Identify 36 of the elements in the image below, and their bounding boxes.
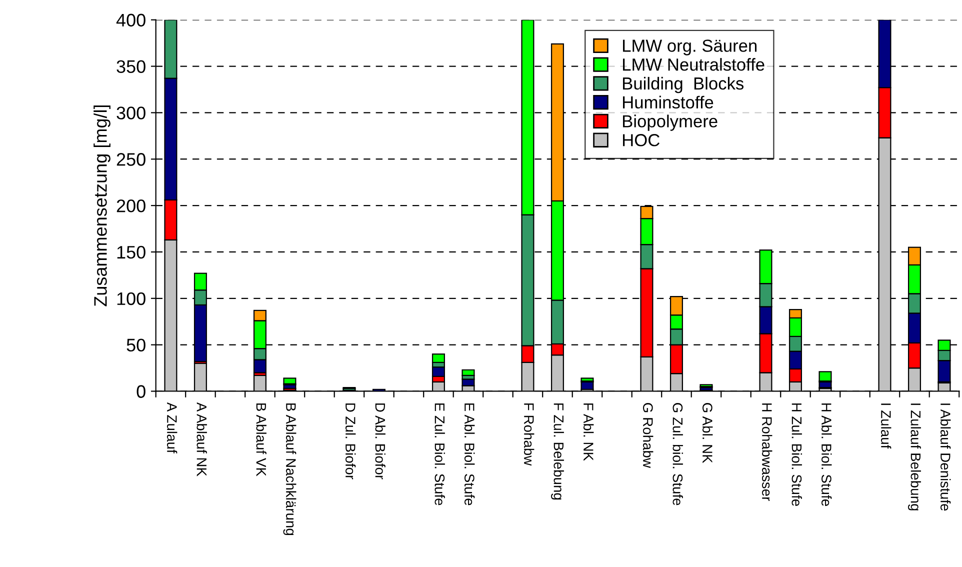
y-tick-label: 400 xyxy=(116,14,146,27)
x-tick-label: E Abl. Biol. Stufe xyxy=(464,403,475,506)
x-tick-label: H Abl. Biol. Stufe xyxy=(822,403,832,506)
y-tick-label: 200 xyxy=(116,199,146,212)
legend-label: Building Blocks xyxy=(623,76,744,94)
x-tick-label: B Ablauf Nachklärung xyxy=(283,403,296,536)
x-tick-label: H Zul. Biol. Stufe xyxy=(792,403,802,506)
y-tick-label: 250 xyxy=(116,153,146,166)
legend-label: LMW Neutralstoffe xyxy=(623,58,764,71)
x-tick-label: I Zulauf Belebung xyxy=(908,404,921,510)
y-axis-title: Zusammensetzung [mg/l] xyxy=(94,105,110,306)
y-tick-label: 350 xyxy=(116,60,146,73)
x-tick-label: G Zul. biol. Stufe xyxy=(672,403,683,506)
x-tick-label: I Ablauf Denistufe xyxy=(940,404,951,511)
x-tick-label: I Zulauf xyxy=(881,404,892,449)
x-tick-label: B Ablauf VK xyxy=(256,403,266,476)
x-tick-label: A Ablauf NK xyxy=(196,402,207,476)
legend-label: Huminstoffe xyxy=(623,96,714,109)
x-tick-label: D Abl. Biofor xyxy=(375,403,386,480)
x-tick-label: G Abl. NK xyxy=(702,403,713,464)
y-tick-label: 50 xyxy=(126,338,146,352)
x-tick-label: H Rohabwasser xyxy=(762,403,772,501)
y-tick-label: 100 xyxy=(117,292,146,306)
x-tick-label: F Zul. Belebung xyxy=(551,403,564,500)
x-tick-label: E Zul. Biol. Stufe xyxy=(434,403,445,506)
x-tick-label: G Rohabw xyxy=(643,403,654,468)
y-tick-label: 0 xyxy=(136,385,146,398)
x-tick-label: A Zulauf xyxy=(166,402,178,454)
legend-label: Biopolymere xyxy=(623,114,718,131)
x-tick-label: F Rohabw xyxy=(524,403,534,466)
legend-label: HOC xyxy=(623,134,660,146)
x-tick-label: D Zul. Biofor xyxy=(345,403,356,480)
y-tick-label: 300 xyxy=(116,106,146,120)
x-tick-label: F Abl. NK xyxy=(584,403,594,461)
y-tick-label: 150 xyxy=(117,246,146,259)
legend-label: LMW org. Säuren xyxy=(623,40,757,56)
